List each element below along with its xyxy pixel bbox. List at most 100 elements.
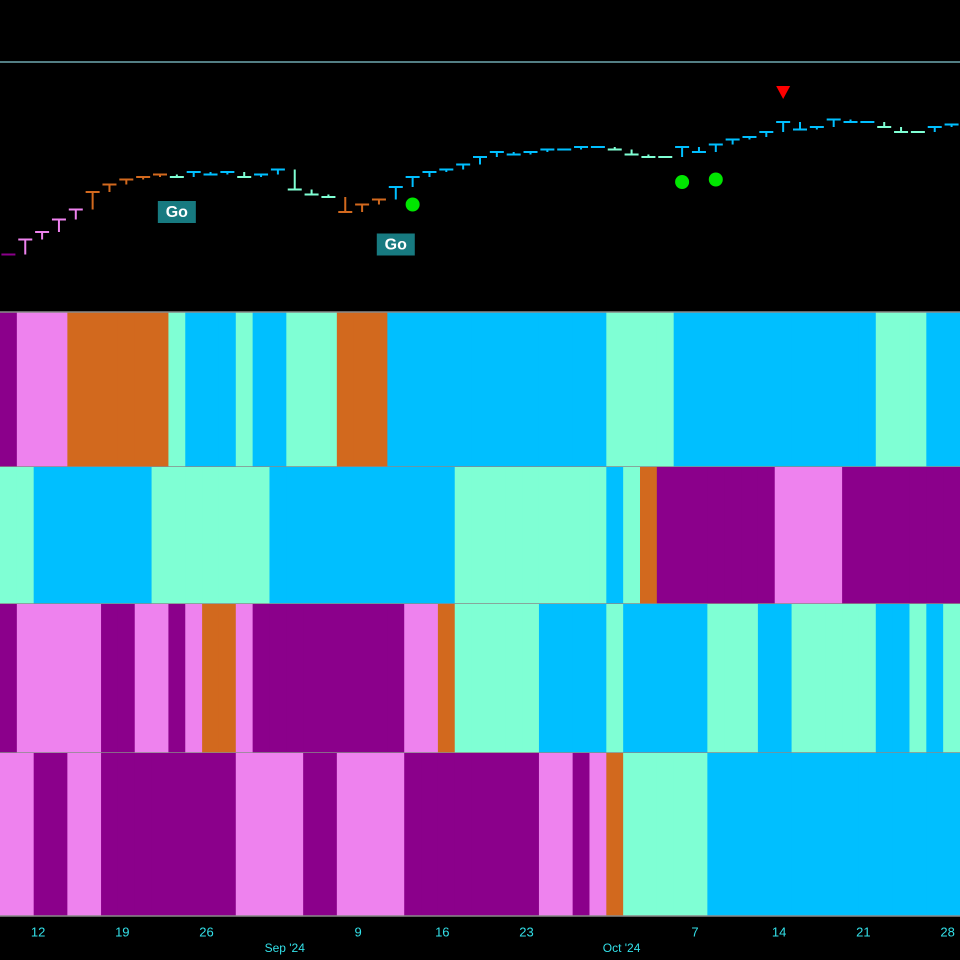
regime-cell [454,312,473,467]
price-bar [270,168,285,175]
regime-cell [134,312,153,467]
x-tick-label: 23 [519,924,533,939]
price-bar [153,173,167,177]
price-bar [102,183,117,192]
regime-cell [488,604,506,753]
x-tick-label: 12 [31,924,45,939]
regime-cell [286,753,304,916]
regime-cell [858,753,877,916]
month-label: Oct '24 [603,941,641,955]
regime-cell [538,604,557,753]
month-label: Sep '24 [265,941,306,955]
regime-cell [168,312,186,467]
regime-cell [555,604,574,753]
regime-cell [269,312,287,467]
regime-cell [842,604,860,753]
regime-cell [454,604,473,753]
price-bar [388,186,403,200]
regime-cell [101,753,119,916]
regime-cell [757,604,776,753]
regime-cell [774,467,793,604]
regime-cell [202,312,220,467]
regime-cell [101,312,119,467]
regime-cell [673,604,692,753]
regime-cell [707,753,725,916]
regime-cell [488,753,506,916]
regime-cell [151,604,169,753]
price-bar [422,171,437,177]
regime-cell [252,753,270,916]
regime-cell [808,604,826,753]
regime-cell [892,753,910,916]
regime-cell [825,467,843,604]
regime-cell [252,312,270,467]
regime-cell [286,604,304,753]
regime-cell [505,753,523,916]
regime-cell [33,312,52,467]
price-bar [287,169,302,191]
price-bar [725,138,740,145]
regime-cell [202,604,220,753]
regime-cell [185,467,203,604]
regime-cell [353,312,372,467]
regime-cell [724,467,742,604]
regime-cell [640,753,658,916]
regime-cell [84,467,102,604]
regime-cell [404,312,422,467]
price-bar [742,136,757,140]
price-bar [894,127,909,133]
regime-cell [656,753,675,916]
regime-cell [168,753,186,916]
regime-cell [67,604,85,753]
price-bar [456,163,471,170]
x-tick-label: 26 [199,924,213,939]
regime-cell [101,467,119,604]
regime-cell [336,467,355,604]
price-bar [708,143,723,152]
price-bar [675,146,690,157]
regime-cell [825,312,843,467]
regime-cell [673,467,692,604]
x-tick-label: 21 [856,924,870,939]
regime-cell [16,467,35,604]
regime-cell [218,312,237,467]
regime-cell [791,604,809,753]
regime-cell [538,467,557,604]
regime-cell [909,467,927,604]
regime-cell [202,753,220,916]
regime-cell [336,312,355,467]
regime-cell [858,312,877,467]
regime-cell [606,467,624,604]
regime-cell [269,604,287,753]
regime-cell [67,312,85,467]
regime-cell [606,604,624,753]
go-label: Go [385,237,407,254]
regime-cell [387,753,405,916]
regime-cell [421,312,439,467]
regime-cell [623,467,641,604]
regime-cell [471,312,489,467]
regime-cell [16,753,35,916]
price-bar [405,176,420,187]
regime-cell [117,753,136,916]
regime-cell [67,753,85,916]
regime-cell [909,753,927,916]
regime-cell [320,753,338,916]
x-tick-label: 9 [354,924,361,939]
regime-cell [202,467,220,604]
regime-cell [320,467,338,604]
regime-cell [943,467,960,604]
regime-cell [892,312,910,467]
regime-cell [84,312,102,467]
price-bar [439,168,454,172]
regime-cell [791,312,809,467]
regime-cell [757,467,776,604]
regime-cell [909,604,927,753]
regime-cell [320,312,338,467]
sell-signal [776,86,791,99]
regime-cell [33,753,52,916]
regime-cell [320,604,338,753]
regime-cell [151,467,169,604]
price-bar [186,171,201,177]
regime-cell [269,753,287,916]
